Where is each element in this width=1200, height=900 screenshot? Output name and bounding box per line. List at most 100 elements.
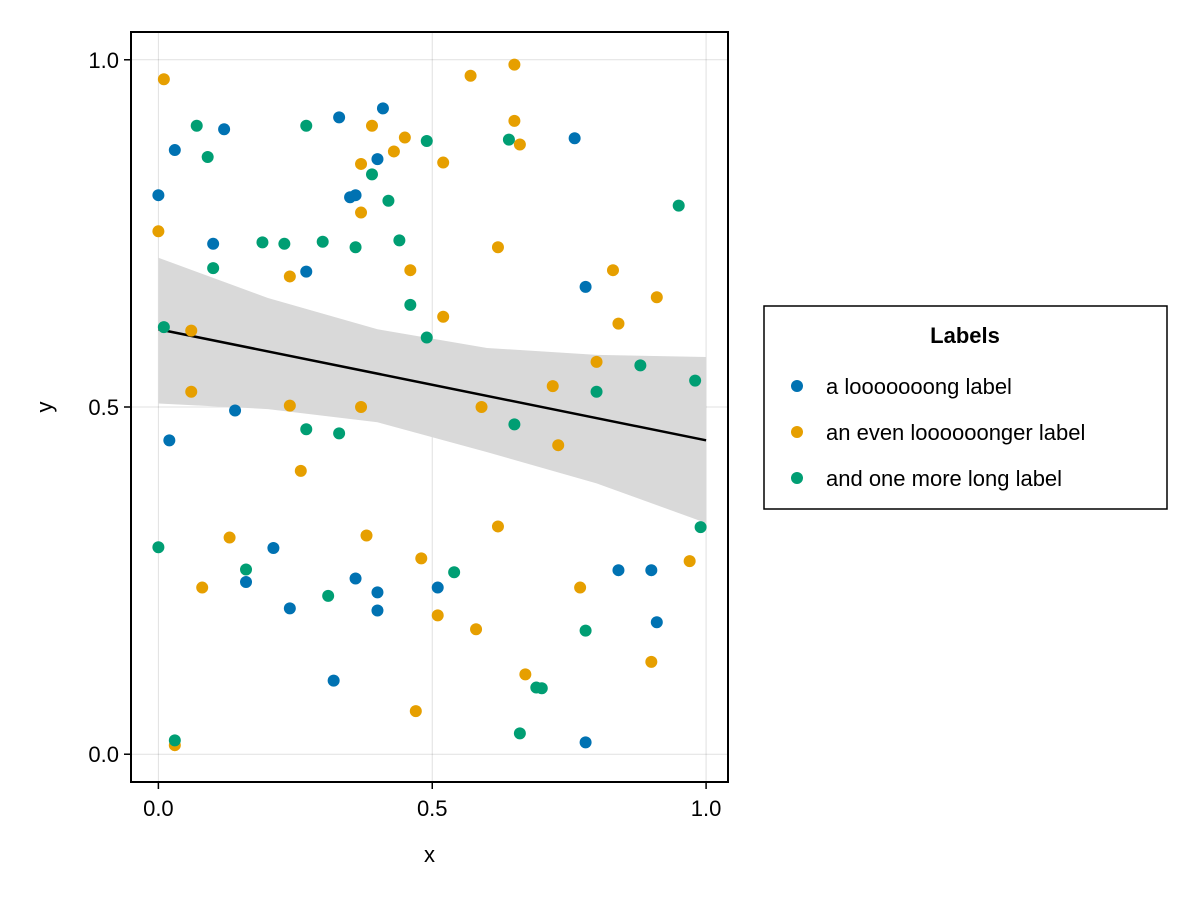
data-point-series-2	[283, 270, 296, 283]
scatter-points	[152, 58, 707, 752]
data-point-series-3	[300, 119, 313, 132]
y-axis-label: y	[32, 402, 57, 413]
data-point-series-3	[590, 385, 603, 398]
data-point-series-1	[218, 123, 231, 136]
data-point-series-2	[546, 380, 559, 393]
data-point-series-1	[376, 102, 389, 115]
legend-label: and one more long label	[826, 466, 1062, 491]
data-point-series-1	[300, 265, 313, 278]
data-point-series-3	[420, 135, 433, 148]
data-point-series-3	[672, 199, 685, 212]
x-axis-label: x	[424, 842, 435, 867]
data-point-series-1	[327, 674, 340, 687]
x-tick-label: 0.5	[417, 796, 448, 821]
legend-box	[763, 305, 1168, 510]
data-point-series-3	[190, 119, 203, 132]
data-point-series-3	[508, 418, 521, 431]
data-point-series-2	[508, 114, 521, 127]
data-point-series-2	[464, 69, 477, 82]
legend-title: Labels	[930, 323, 1000, 348]
legend: Labels a looooooong label an even loooooo…	[763, 305, 1168, 510]
data-point-series-2	[223, 531, 236, 544]
data-point-series-2	[152, 225, 165, 238]
data-point-series-1	[240, 576, 253, 588]
data-point-series-3	[240, 563, 253, 576]
data-point-series-1	[152, 189, 165, 202]
data-point-series-2	[437, 156, 450, 169]
data-point-series-1	[267, 541, 280, 554]
data-point-series-3	[579, 624, 592, 637]
data-point-series-1	[349, 189, 362, 202]
regression-fit-line	[158, 327, 707, 442]
data-point-series-1	[431, 581, 444, 594]
legend-label: a looooooong label	[826, 374, 1012, 399]
data-point-series-3	[382, 194, 395, 207]
data-point-series-1	[650, 616, 663, 629]
data-point-series-2	[283, 399, 296, 412]
data-point-series-3	[404, 298, 417, 311]
data-point-series-2	[590, 355, 603, 368]
data-point-series-2	[491, 520, 504, 533]
data-point-series-3	[207, 262, 220, 275]
legend-marker	[791, 472, 803, 484]
data-point-series-3	[333, 427, 346, 440]
data-point-series-1	[579, 280, 592, 293]
data-point-series-2	[475, 401, 488, 413]
confidence-band-area	[158, 257, 707, 523]
data-point-series-2	[294, 464, 307, 477]
data-point-series-3	[393, 234, 406, 247]
data-point-series-1	[645, 564, 658, 577]
data-point-series-2	[683, 555, 696, 568]
data-point-series-2	[470, 623, 483, 636]
data-point-series-2	[404, 264, 417, 277]
data-point-series-2	[606, 264, 619, 277]
data-point-series-3	[201, 151, 214, 163]
data-point-series-1	[568, 132, 581, 145]
data-point-series-3	[152, 541, 165, 554]
data-point-series-3	[448, 566, 461, 579]
data-point-series-2	[574, 581, 587, 594]
data-point-series-3	[157, 321, 170, 334]
regression-line	[158, 327, 707, 442]
data-point-series-3	[256, 236, 269, 249]
axis-ticks: 0.0 0.5 1.0 0.0 0.5 1.0	[88, 48, 721, 821]
data-point-series-2	[355, 157, 368, 170]
data-point-series-2	[650, 291, 663, 304]
data-point-series-2	[437, 310, 450, 323]
data-point-series-1	[349, 572, 362, 585]
legend-marker	[791, 426, 803, 438]
y-tick-label: 1.0	[88, 48, 119, 73]
data-point-series-1	[371, 586, 384, 599]
data-point-series-1	[168, 144, 181, 157]
data-point-series-2	[360, 529, 373, 542]
data-point-series-2	[491, 241, 504, 254]
confidence-band	[158, 257, 707, 523]
data-point-series-3	[420, 331, 433, 344]
data-point-series-2	[513, 138, 526, 151]
data-point-series-2	[185, 324, 198, 337]
data-point-series-2	[645, 655, 658, 668]
data-point-series-2	[387, 145, 400, 158]
data-point-series-1	[612, 564, 625, 577]
data-point-series-2	[355, 206, 368, 219]
data-point-series-1	[333, 111, 346, 124]
data-point-series-3	[365, 168, 378, 181]
data-point-series-3	[349, 241, 362, 254]
data-point-series-3	[694, 521, 707, 534]
data-point-series-2	[398, 131, 411, 144]
data-point-series-3	[502, 133, 515, 146]
data-point-series-3	[634, 359, 647, 372]
data-point-series-3	[316, 235, 329, 248]
data-point-series-2	[409, 705, 422, 718]
data-point-series-3	[300, 423, 313, 436]
data-point-series-1	[371, 604, 384, 617]
data-point-series-1	[207, 237, 220, 250]
data-point-series-2	[519, 668, 532, 681]
data-point-series-1	[163, 434, 176, 447]
data-point-series-3	[689, 374, 702, 387]
data-point-series-1	[579, 736, 592, 749]
y-tick-label: 0.0	[88, 742, 119, 767]
data-point-series-2	[508, 58, 521, 71]
data-point-series-2	[431, 609, 444, 622]
